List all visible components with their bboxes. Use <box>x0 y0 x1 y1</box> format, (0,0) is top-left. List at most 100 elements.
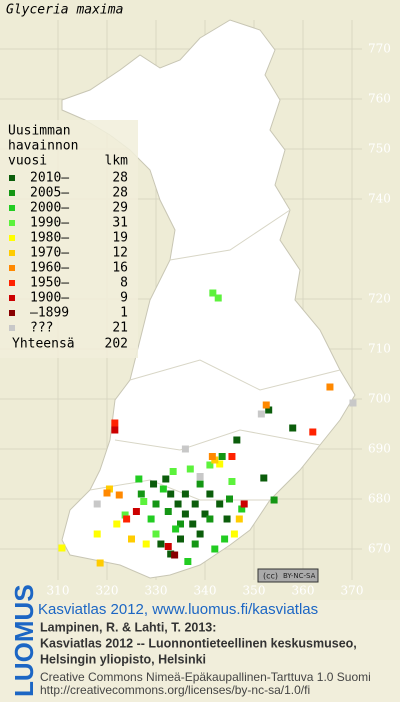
legend-count: 19 <box>112 231 128 246</box>
observation-square <box>218 453 226 460</box>
observation-square <box>58 544 66 552</box>
observation-square <box>349 399 357 407</box>
observation-square <box>172 525 180 533</box>
legend-swatch <box>9 205 15 211</box>
legend-count-header: lkm <box>105 154 129 169</box>
observation-square <box>214 294 222 302</box>
grid-label-x: 340 <box>194 584 217 598</box>
observation-square <box>189 520 197 528</box>
observation-square <box>223 515 231 523</box>
grid-label-y: 680 <box>368 492 391 506</box>
legend-label: 1990– <box>30 216 69 231</box>
legend-swatch <box>9 190 15 196</box>
title: Glyceria maxima <box>6 3 123 18</box>
legend-label: 1950– <box>30 276 69 291</box>
footer-link[interactable]: Kasviatlas 2012, www.luomus.fi/kasviatla… <box>38 601 318 618</box>
grid-label-x: 320 <box>96 584 119 598</box>
observation-square <box>174 500 182 508</box>
license-line: Creative Commons Nimeä-Epäkaupallinen-Ta… <box>40 670 371 684</box>
badge-cc: (cc) <box>263 572 278 581</box>
legend-label: 1960– <box>30 261 69 276</box>
observation-square <box>208 453 216 460</box>
observation-square <box>140 498 148 505</box>
observation-square <box>142 540 150 548</box>
legend-total: 202 <box>105 337 128 352</box>
legend-background <box>0 120 138 358</box>
grid-label-x: 370 <box>341 584 364 598</box>
observation-square <box>159 485 167 493</box>
legend-swatch <box>9 310 15 316</box>
legend-swatch <box>9 265 15 271</box>
observation-square <box>226 495 233 503</box>
observation-square <box>262 401 270 409</box>
legend-label: 1900– <box>30 291 69 306</box>
grid-label-x: 360 <box>292 584 315 598</box>
grid-label-y: 740 <box>368 192 391 206</box>
observation-square <box>326 383 334 391</box>
citation-line: Kasviatlas 2012 -- Luonnontieteellinen k… <box>40 636 357 650</box>
legend-swatch <box>9 250 15 256</box>
observation-square <box>128 535 135 543</box>
observation-square <box>257 410 265 418</box>
citation-line: Helsingin yliopisto, Helsinki <box>40 652 206 666</box>
grid-label-x: 350 <box>243 584 266 598</box>
legend-count: 8 <box>120 276 128 291</box>
observation-square <box>289 424 297 432</box>
license-badge: (cc) BY-NC-SA <box>257 568 319 583</box>
observation-square <box>196 473 204 480</box>
observation-square <box>171 551 179 559</box>
legend-count: 1 <box>120 306 128 321</box>
observation-square <box>93 530 101 538</box>
observation-square <box>186 465 194 473</box>
observation-square <box>221 535 229 543</box>
observation-square <box>121 511 129 519</box>
legend-label: 2000– <box>30 201 69 216</box>
observation-square <box>152 530 160 538</box>
grid-label-y: 690 <box>368 442 391 456</box>
legend-count: 28 <box>112 171 128 186</box>
observation-square <box>196 480 204 488</box>
legend-swatch <box>9 220 15 226</box>
observation-square <box>103 489 111 497</box>
legend-count: 31 <box>112 216 128 231</box>
observation-square <box>164 543 172 550</box>
observation-square <box>132 508 140 515</box>
legend-count: 21 <box>112 321 128 336</box>
legend-count: 28 <box>112 186 128 201</box>
footer: Lampinen, R. & Lahti, T. 2013: Kasviatlas… <box>40 620 371 697</box>
legend-label: 1980– <box>30 231 69 246</box>
observation-square <box>270 496 278 504</box>
observation-square <box>181 490 189 498</box>
legend-label: –1899 <box>30 306 69 321</box>
observation-square <box>206 515 214 523</box>
legend-swatch <box>9 325 15 331</box>
observation-square <box>235 515 243 523</box>
legend-header: Uusimman <box>8 124 71 139</box>
legend-label: 1970– <box>30 246 69 261</box>
observation-square <box>228 478 236 485</box>
observation-square <box>147 515 155 523</box>
observation-square <box>191 500 199 508</box>
badge-text: BY-NC-SA <box>283 572 316 580</box>
legend-label: 2005– <box>30 186 69 201</box>
legend-swatch <box>9 295 15 301</box>
observations <box>58 289 357 567</box>
legend-header: vuosi <box>8 154 47 169</box>
observation-square <box>93 500 101 508</box>
observation-square <box>260 474 268 482</box>
logo: LUOMUS <box>9 584 39 697</box>
observation-square <box>240 500 248 508</box>
observation-square <box>167 490 175 498</box>
observation-square <box>228 453 236 460</box>
grid-label-y: 670 <box>368 542 391 556</box>
legend-count: 12 <box>112 246 128 261</box>
grid-label-x: 330 <box>145 584 168 598</box>
observation-square <box>105 485 113 493</box>
observation-square <box>196 530 204 538</box>
observation-square <box>123 515 131 523</box>
grid-label-y: 700 <box>368 392 391 406</box>
observation-square <box>201 510 209 518</box>
legend-swatch <box>9 280 15 286</box>
legend-swatch <box>9 235 15 241</box>
